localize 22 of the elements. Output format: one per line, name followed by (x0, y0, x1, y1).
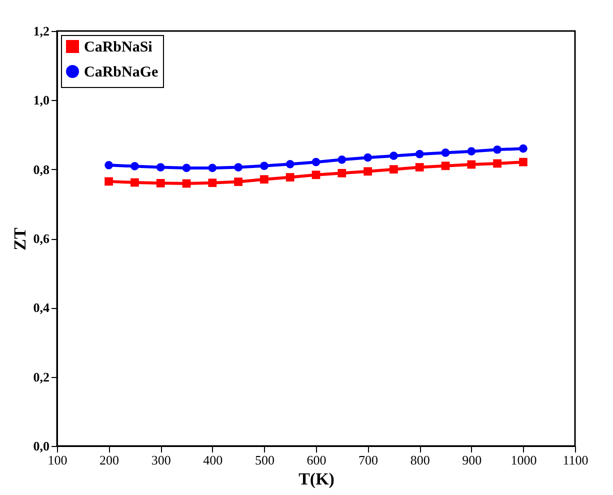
x-tick-label: 900 (462, 452, 482, 468)
x-tick-label: 500 (254, 452, 274, 468)
x-tick-label: 600 (306, 452, 326, 468)
legend-label: CaRbNaGe (84, 64, 159, 80)
y-tick-label: 0,2 (33, 369, 50, 384)
x-tick-label: 700 (358, 452, 378, 468)
y-axis-title: ZT (10, 227, 30, 250)
x-tick-label: 800 (410, 452, 430, 468)
x-tick-label: 400 (203, 452, 223, 468)
x-tick-label: 1100 (562, 452, 588, 468)
x-tick-label: 200 (100, 452, 120, 468)
y-tick-label: 1,0 (33, 92, 50, 108)
y-tick-label: 0,6 (33, 231, 50, 246)
x-axis-title: T(K) (298, 470, 334, 488)
x-tick-label: 100 (48, 452, 68, 468)
y-tick-label: 0,0 (33, 438, 50, 454)
y-tick-label: 1,2 (33, 24, 50, 38)
legend-label: CaRbNaSi (84, 40, 152, 56)
x-tick-label: 300 (151, 452, 171, 468)
y-tick-label: 0,4 (33, 300, 50, 316)
x-tick-label: 1000 (510, 452, 537, 468)
y-tick-label: 0,8 (33, 162, 50, 177)
